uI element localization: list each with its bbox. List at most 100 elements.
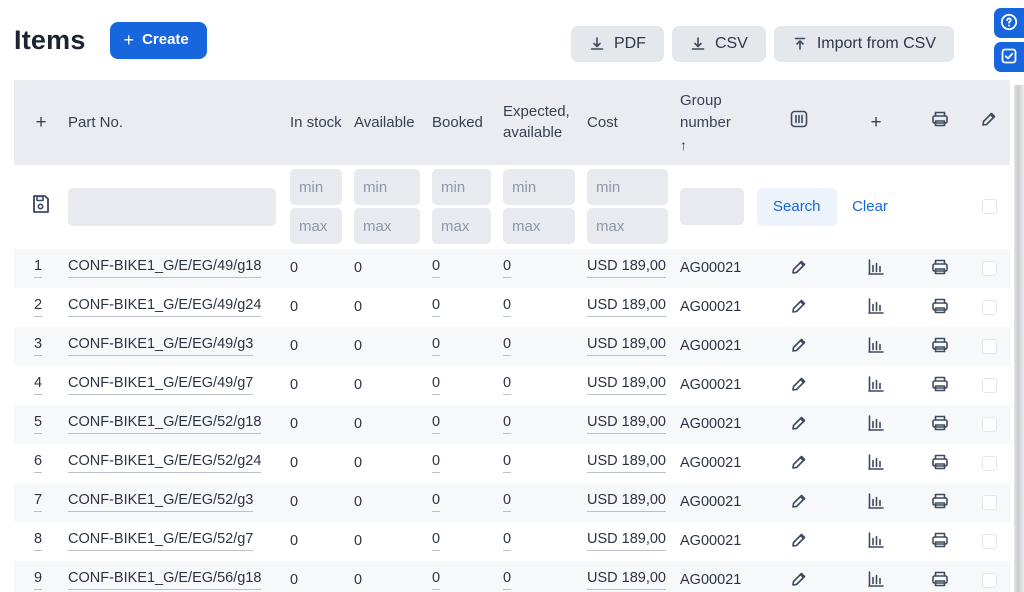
cost-link[interactable]: USD 189,00: [587, 258, 666, 278]
cost-max-input[interactable]: [587, 208, 668, 244]
row-number-link[interactable]: 3: [34, 336, 42, 356]
cost-link[interactable]: USD 189,00: [587, 492, 666, 512]
row-checkbox[interactable]: [982, 339, 997, 354]
column-header-in-stock[interactable]: In stock: [290, 102, 354, 144]
group-number-filter-input[interactable]: [680, 188, 744, 225]
edit-row-button[interactable]: [787, 372, 811, 399]
edit-all-button[interactable]: [968, 109, 1010, 136]
cost-link[interactable]: USD 189,00: [587, 375, 666, 395]
booked-link[interactable]: 0: [432, 336, 440, 356]
cost-link[interactable]: USD 189,00: [587, 453, 666, 473]
stock-chart-button[interactable]: [863, 254, 889, 283]
row-number-link[interactable]: 7: [34, 492, 42, 512]
in-stock-max-input[interactable]: [290, 208, 342, 244]
expand-all-button[interactable]: +: [14, 109, 68, 137]
booked-min-input[interactable]: [432, 169, 491, 205]
column-header-expected-available[interactable]: Expected, available: [503, 91, 587, 155]
stock-chart-button[interactable]: [863, 332, 889, 361]
import-from-csv-button[interactable]: Import from CSV: [774, 26, 954, 62]
row-number-link[interactable]: 9: [34, 570, 42, 590]
edit-row-button[interactable]: [787, 255, 811, 282]
row-number-link[interactable]: 6: [34, 453, 42, 473]
stock-chart-button[interactable]: [863, 293, 889, 322]
row-number-link[interactable]: 1: [34, 258, 42, 278]
booked-link[interactable]: 0: [432, 453, 440, 473]
part-no-link[interactable]: CONF-BIKE1_G/E/EG/52/g7: [68, 531, 253, 551]
part-no-link[interactable]: CONF-BIKE1_G/E/EG/52/g3: [68, 492, 253, 512]
create-button[interactable]: + Create: [110, 22, 207, 59]
print-row-button[interactable]: [927, 449, 953, 478]
row-checkbox[interactable]: [982, 300, 997, 315]
edit-row-button[interactable]: [787, 489, 811, 516]
stock-chart-button[interactable]: [863, 410, 889, 439]
edit-row-button[interactable]: [787, 333, 811, 360]
column-header-available[interactable]: Available: [354, 102, 432, 144]
booked-link[interactable]: 0: [432, 258, 440, 278]
column-header-group-number[interactable]: Group number ↑: [680, 80, 757, 165]
row-number-link[interactable]: 4: [34, 375, 42, 395]
booked-link[interactable]: 0: [432, 375, 440, 395]
scrollbar-strip[interactable]: [1014, 85, 1024, 592]
part-no-link[interactable]: CONF-BIKE1_G/E/EG/49/g24: [68, 297, 261, 317]
column-header-booked[interactable]: Booked: [432, 102, 503, 144]
cost-link[interactable]: USD 189,00: [587, 414, 666, 434]
stock-chart-button[interactable]: [863, 371, 889, 400]
row-number-link[interactable]: 2: [34, 297, 42, 317]
available-min-input[interactable]: [354, 169, 420, 205]
edit-row-button[interactable]: [787, 294, 811, 321]
search-button[interactable]: Search: [757, 188, 837, 226]
print-row-button[interactable]: [927, 332, 953, 361]
row-checkbox[interactable]: [982, 534, 997, 549]
row-checkbox[interactable]: [982, 573, 997, 588]
select-all-checkbox[interactable]: [982, 199, 997, 214]
column-header-cost[interactable]: Cost: [587, 102, 680, 144]
add-column-button[interactable]: +: [840, 109, 912, 137]
part-no-link[interactable]: CONF-BIKE1_G/E/EG/52/g18: [68, 414, 261, 434]
booked-max-input[interactable]: [432, 208, 491, 244]
expected-link[interactable]: 0: [503, 570, 511, 590]
print-row-button[interactable]: [927, 566, 953, 592]
row-checkbox[interactable]: [982, 261, 997, 276]
save-filter-button[interactable]: [14, 192, 68, 221]
part-no-link[interactable]: CONF-BIKE1_G/E/EG/56/g18: [68, 570, 261, 590]
expected-max-input[interactable]: [503, 208, 575, 244]
expected-link[interactable]: 0: [503, 336, 511, 356]
row-checkbox[interactable]: [982, 456, 997, 471]
tasks-button[interactable]: [994, 42, 1024, 72]
part-no-link[interactable]: CONF-BIKE1_G/E/EG/49/g3: [68, 336, 253, 356]
edit-row-button[interactable]: [787, 567, 811, 592]
cost-link[interactable]: USD 189,00: [587, 297, 666, 317]
row-number-link[interactable]: 8: [34, 531, 42, 551]
print-row-button[interactable]: [927, 410, 953, 439]
expected-link[interactable]: 0: [503, 297, 511, 317]
row-checkbox[interactable]: [982, 417, 997, 432]
edit-row-button[interactable]: [787, 528, 811, 555]
print-row-button[interactable]: [927, 371, 953, 400]
booked-link[interactable]: 0: [432, 492, 440, 512]
part-no-link[interactable]: CONF-BIKE1_G/E/EG/52/g24: [68, 453, 261, 473]
expected-link[interactable]: 0: [503, 414, 511, 434]
expected-link[interactable]: 0: [503, 453, 511, 473]
in-stock-min-input[interactable]: [290, 169, 342, 205]
booked-link[interactable]: 0: [432, 570, 440, 590]
row-number-link[interactable]: 5: [34, 414, 42, 434]
part-no-link[interactable]: CONF-BIKE1_G/E/EG/49/g7: [68, 375, 253, 395]
edit-row-button[interactable]: [787, 450, 811, 477]
expected-link[interactable]: 0: [503, 375, 511, 395]
pdf-button[interactable]: PDF: [571, 26, 664, 62]
edit-row-button[interactable]: [787, 411, 811, 438]
stock-chart-button[interactable]: [863, 527, 889, 556]
row-checkbox[interactable]: [982, 495, 997, 510]
cost-min-input[interactable]: [587, 169, 668, 205]
expected-link[interactable]: 0: [503, 258, 511, 278]
cost-link[interactable]: USD 189,00: [587, 531, 666, 551]
clear-button[interactable]: Clear: [852, 198, 888, 215]
stock-chart-button[interactable]: [863, 488, 889, 517]
part-no-link[interactable]: CONF-BIKE1_G/E/EG/49/g18: [68, 258, 261, 278]
row-checkbox[interactable]: [982, 378, 997, 393]
stock-chart-button[interactable]: [863, 449, 889, 478]
help-button[interactable]: [994, 8, 1024, 38]
booked-link[interactable]: 0: [432, 297, 440, 317]
part-no-filter-input[interactable]: [68, 188, 276, 226]
available-max-input[interactable]: [354, 208, 420, 244]
